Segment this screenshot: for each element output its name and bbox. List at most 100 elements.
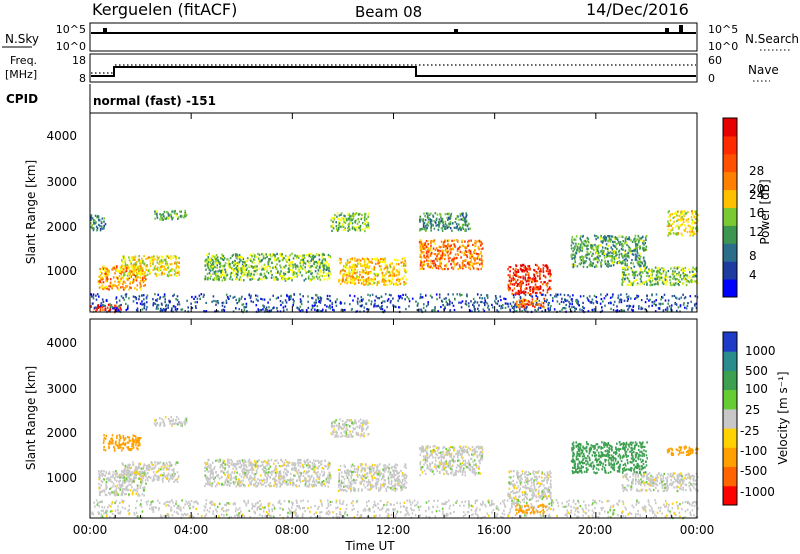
heatmap-cell [359,300,361,303]
heatmap-cell [348,213,351,216]
heatmap-cell [293,293,296,296]
heatmap-cell [147,500,149,503]
heatmap-cell [435,247,438,250]
heatmap-cell [265,277,268,280]
heatmap-cell [242,274,245,277]
heatmap-cell [339,225,342,228]
heatmap-cell [120,286,122,289]
heatmap-cell [445,297,447,300]
heatmap-cell [663,503,665,506]
heatmap-cell [604,262,607,265]
heatmap-cell [260,265,263,268]
heatmap-cell [132,280,135,283]
heatmap-cell [104,266,107,269]
heatmap-cell [630,308,633,311]
heatmap-cell [371,279,373,283]
heatmap-cell [384,276,387,279]
heatmap-cell [226,273,229,276]
heatmap-cell [608,239,611,242]
heatmap-cell [538,275,541,278]
heatmap-cell [222,271,224,274]
heatmap-cell [426,216,429,219]
heatmap-cell [139,283,142,286]
heatmap-cell [136,302,138,305]
heatmap-cell [340,309,343,312]
heatmap-cell [169,274,171,277]
heatmap-cell [364,262,366,265]
heatmap-cell [521,280,524,283]
heatmap-cell [593,249,595,252]
heatmap-cell [357,276,360,279]
heatmap-cell [626,263,628,266]
heatmap-cell [107,303,110,306]
heatmap-cell [452,242,455,246]
heatmap-cell [674,270,676,273]
heatmap-cell [250,272,252,276]
heatmap-cell [532,304,534,308]
heatmap-cell [694,210,697,213]
heatmap-cell [356,271,358,274]
heatmap-cell [695,226,697,230]
heatmap-cell [395,259,397,262]
heatmap-cell [454,245,457,249]
heatmap-cell [455,222,458,225]
heatmap-cell [154,302,157,305]
heatmap-cell [418,229,421,232]
heatmap-cell [320,270,322,273]
heatmap-cell [141,261,144,264]
heatmap-cell [442,243,444,246]
heatmap-cell [508,289,510,292]
heatmap-cell [449,252,451,255]
heatmap-cell [143,273,145,276]
heatmap-cell [481,297,483,300]
heatmap-cell [342,274,344,277]
heatmap-cell [90,222,92,225]
heatmap-cell [478,239,481,242]
heatmap-cell [379,306,381,309]
heatmap-cell [210,266,212,269]
heatmap-cell [477,255,479,258]
heatmap-cell [220,257,222,260]
heatmap-cell [113,307,115,310]
heatmap-cell [468,251,470,254]
heatmap-cell [433,309,435,312]
heatmap-cell [615,251,617,254]
freq-trace [91,66,696,77]
heatmap-cell [122,286,124,289]
heatmap-cell [469,309,472,312]
heatmap-cell [167,267,169,270]
heatmap-cell [397,280,400,283]
heatmap-cell [474,240,477,243]
heatmap-cell [532,286,535,289]
heatmap-cell [235,254,237,257]
heatmap-cell [545,300,548,303]
heatmap-cell [245,264,248,267]
heatmap-cell [164,298,166,301]
heatmap-cell [657,269,660,272]
heatmap-cell [694,280,696,283]
heatmap-cell [664,268,666,272]
heatmap-cell [572,294,574,297]
heatmap-cell [426,240,429,243]
heatmap-cell [602,506,604,509]
heatmap-cell [263,272,266,275]
heatmap-cell [429,264,432,267]
heatmap-cell [310,269,313,272]
heatmap-cell [117,284,120,287]
heatmap-cell [128,288,130,291]
heatmap-cell [594,265,596,269]
heatmap-cell [621,243,624,246]
heatmap-cell [633,276,636,279]
heatmap-cell [571,298,573,301]
heatmap-cell [392,271,394,275]
heatmap-cell [199,297,201,300]
heatmap-cell [342,223,345,226]
heatmap-cell [333,218,336,221]
heatmap-cell [538,299,541,302]
heatmap-cell [171,307,173,310]
heatmap-cell [583,244,586,247]
heatmap-cell [425,256,427,260]
colorbar-segment [723,153,737,173]
heatmap-cell [284,271,287,274]
heatmap-cell [557,504,560,507]
